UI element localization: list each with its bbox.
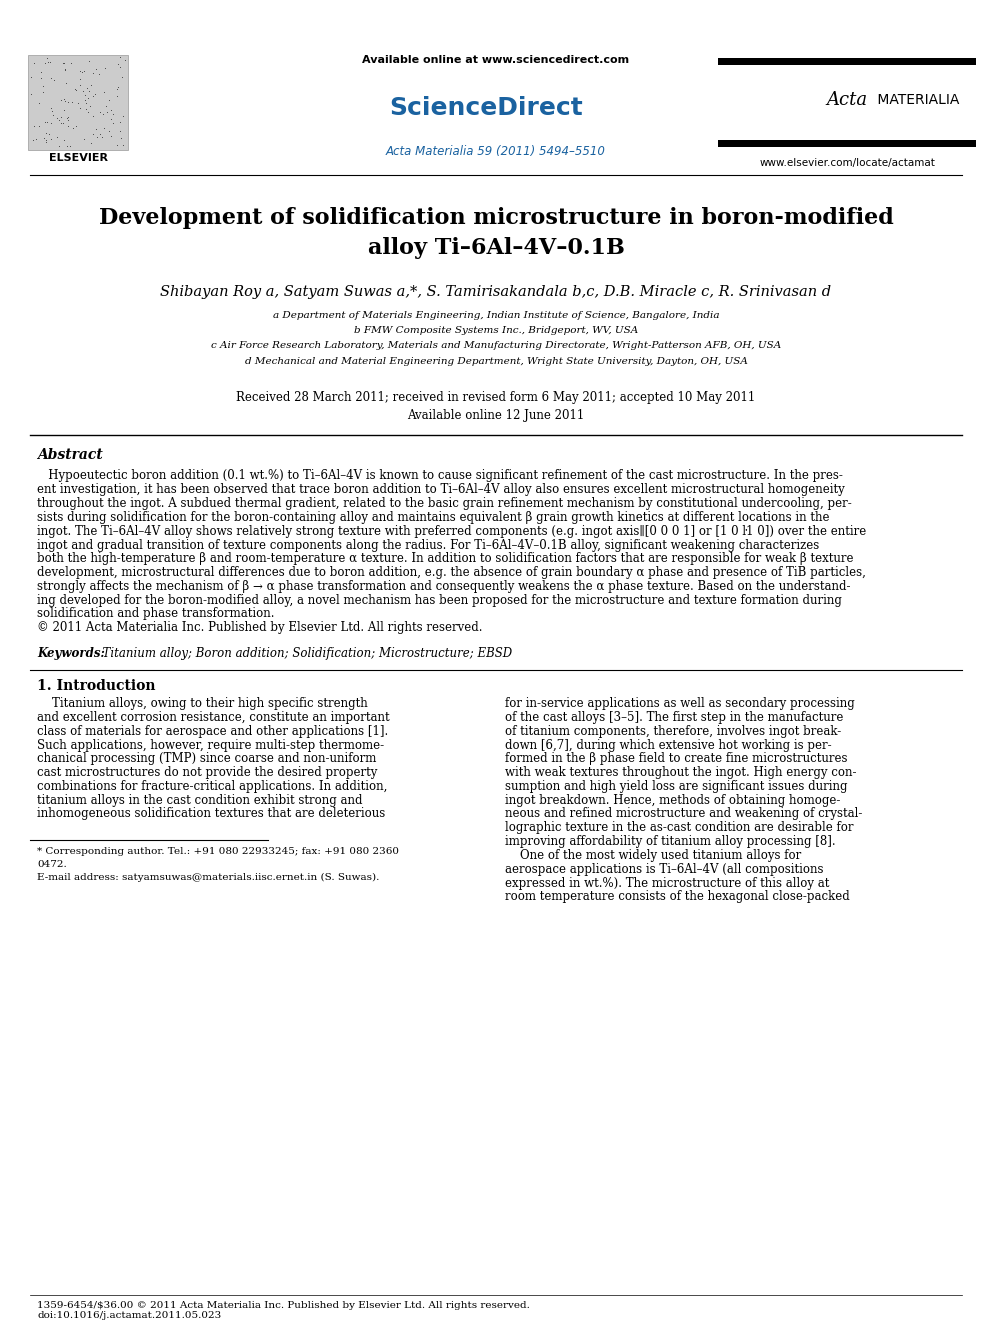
Bar	[28, 56, 128, 149]
Text: ScienceDirect: ScienceDirect	[389, 97, 583, 120]
Text: throughout the ingot. A subdued thermal gradient, related to the basic grain ref: throughout the ingot. A subdued thermal …	[37, 497, 852, 511]
Text: strongly affects the mechanism of β → α phase transformation and consequently we: strongly affects the mechanism of β → α …	[37, 579, 850, 593]
Text: © 2011 Acta Materialia Inc. Published by Elsevier Ltd. All rights reserved.: © 2011 Acta Materialia Inc. Published by…	[37, 622, 482, 634]
Text: of titanium components, therefore, involves ingot break-: of titanium components, therefore, invol…	[505, 725, 841, 738]
Text: expressed in wt.%). The microstructure of this alloy at: expressed in wt.%). The microstructure o…	[505, 877, 829, 889]
Text: combinations for fracture-critical applications. In addition,: combinations for fracture-critical appli…	[37, 779, 387, 792]
Text: * Corresponding author. Tel.: +91 080 22933245; fax: +91 080 2360: * Corresponding author. Tel.: +91 080 22…	[37, 847, 399, 856]
Text: 1. Introduction: 1. Introduction	[37, 679, 156, 693]
Text: alloy Ti–6Al–4V–0.1B: alloy Ti–6Al–4V–0.1B	[368, 237, 624, 259]
Bar	[718, 58, 976, 65]
Text: room temperature consists of the hexagonal close-packed: room temperature consists of the hexagon…	[505, 890, 850, 904]
Text: Acta Materialia 59 (2011) 5494–5510: Acta Materialia 59 (2011) 5494–5510	[386, 146, 606, 159]
Text: both the high-temperature β and room-temperature α texture. In addition to solid: both the high-temperature β and room-tem…	[37, 552, 853, 565]
Text: for in-service applications as well as secondary processing: for in-service applications as well as s…	[505, 697, 855, 710]
Text: Keywords:: Keywords:	[37, 647, 105, 660]
Text: development, microstructural differences due to boron addition, e.g. the absence: development, microstructural differences…	[37, 566, 866, 579]
Text: chanical processing (TMP) since coarse and non-uniform: chanical processing (TMP) since coarse a…	[37, 753, 376, 765]
Text: Abstract: Abstract	[37, 448, 103, 462]
Text: b FMW Composite Systems Inc., Bridgeport, WV, USA: b FMW Composite Systems Inc., Bridgeport…	[354, 325, 638, 335]
Text: ingot. The Ti–6Al–4V alloy shows relatively strong texture with preferred compon: ingot. The Ti–6Al–4V alloy shows relativ…	[37, 525, 866, 537]
Text: class of materials for aerospace and other applications [1].: class of materials for aerospace and oth…	[37, 725, 388, 738]
Text: E-mail address: satyamsuwas@materials.iisc.ernet.in (S. Suwas).: E-mail address: satyamsuwas@materials.ii…	[37, 873, 379, 882]
Text: Available online 12 June 2011: Available online 12 June 2011	[408, 409, 584, 422]
Text: formed in the β phase field to create fine microstructures: formed in the β phase field to create fi…	[505, 753, 847, 765]
Text: sumption and high yield loss are significant issues during: sumption and high yield loss are signifi…	[505, 779, 847, 792]
Text: Development of solidification microstructure in boron-modified: Development of solidification microstruc…	[98, 206, 894, 229]
Text: ELSEVIER: ELSEVIER	[49, 153, 107, 163]
Text: d Mechanical and Material Engineering Department, Wright State University, Dayto: d Mechanical and Material Engineering De…	[245, 357, 747, 366]
Text: ingot and gradual transition of texture components along the radius. For Ti–6Al–: ingot and gradual transition of texture …	[37, 538, 819, 552]
Text: ent investigation, it has been observed that trace boron addition to Ti–6Al–4V a: ent investigation, it has been observed …	[37, 483, 845, 496]
Text: inhomogeneous solidification textures that are deleterious: inhomogeneous solidification textures th…	[37, 807, 385, 820]
Text: cast microstructures do not provide the desired property: cast microstructures do not provide the …	[37, 766, 377, 779]
Text: Available online at www.sciencedirect.com: Available online at www.sciencedirect.co…	[362, 56, 630, 65]
Text: improving affordability of titanium alloy processing [8].: improving affordability of titanium allo…	[505, 835, 835, 848]
Text: with weak textures throughout the ingot. High energy con-: with weak textures throughout the ingot.…	[505, 766, 856, 779]
Text: a Department of Materials Engineering, Indian Institute of Science, Bangalore, I: a Department of Materials Engineering, I…	[273, 311, 719, 319]
Text: of the cast alloys [3–5]. The first step in the manufacture: of the cast alloys [3–5]. The first step…	[505, 710, 843, 724]
Text: Titanium alloy; Boron addition; Solidification; Microstructure; EBSD: Titanium alloy; Boron addition; Solidifi…	[95, 647, 512, 660]
Text: titanium alloys in the cast condition exhibit strong and: titanium alloys in the cast condition ex…	[37, 794, 362, 807]
Text: doi:10.1016/j.actamat.2011.05.023: doi:10.1016/j.actamat.2011.05.023	[37, 1311, 221, 1320]
Text: aerospace applications is Ti–6Al–4V (all compositions: aerospace applications is Ti–6Al–4V (all…	[505, 863, 823, 876]
Text: Acta: Acta	[826, 91, 868, 108]
Text: Titanium alloys, owing to their high specific strength: Titanium alloys, owing to their high spe…	[37, 697, 368, 710]
Text: ingot breakdown. Hence, methods of obtaining homoge-: ingot breakdown. Hence, methods of obtai…	[505, 794, 840, 807]
Text: Hypoeutectic boron addition (0.1 wt.%) to Ti–6Al–4V is known to cause significan: Hypoeutectic boron addition (0.1 wt.%) t…	[37, 470, 843, 483]
Text: ing developed for the boron-modified alloy, a novel mechanism has been proposed : ing developed for the boron-modified all…	[37, 594, 842, 607]
Text: One of the most widely used titanium alloys for: One of the most widely used titanium all…	[505, 849, 802, 861]
Text: and excellent corrosion resistance, constitute an important: and excellent corrosion resistance, cons…	[37, 710, 390, 724]
Text: c Air Force Research Laboratory, Materials and Manufacturing Directorate, Wright: c Air Force Research Laboratory, Materia…	[211, 341, 781, 351]
Text: Such applications, however, require multi-step thermome-: Such applications, however, require mult…	[37, 738, 384, 751]
Text: Received 28 March 2011; received in revised form 6 May 2011; accepted 10 May 201: Received 28 March 2011; received in revi…	[236, 392, 756, 405]
Text: MATERIALIA: MATERIALIA	[873, 93, 959, 107]
Text: lographic texture in the as-cast condition are desirable for: lographic texture in the as-cast conditi…	[505, 822, 853, 835]
Text: www.elsevier.com/locate/actamat: www.elsevier.com/locate/actamat	[759, 157, 934, 168]
Text: 0472.: 0472.	[37, 860, 66, 869]
Text: 1359-6454/$36.00 © 2011 Acta Materialia Inc. Published by Elsevier Ltd. All righ: 1359-6454/$36.00 © 2011 Acta Materialia …	[37, 1301, 530, 1310]
Text: neous and refined microstructure and weakening of crystal-: neous and refined microstructure and wea…	[505, 807, 862, 820]
Bar	[718, 140, 976, 147]
Text: down [6,7], during which extensive hot working is per-: down [6,7], during which extensive hot w…	[505, 738, 831, 751]
Text: sists during solidification for the boron-containing alloy and maintains equival: sists during solidification for the boro…	[37, 511, 829, 524]
Text: solidification and phase transformation.: solidification and phase transformation.	[37, 607, 275, 620]
Text: Shibayan Roy a, Satyam Suwas a,*, S. Tamirisakandala b,c, D.B. Miracle c, R. Sri: Shibayan Roy a, Satyam Suwas a,*, S. Tam…	[161, 284, 831, 299]
